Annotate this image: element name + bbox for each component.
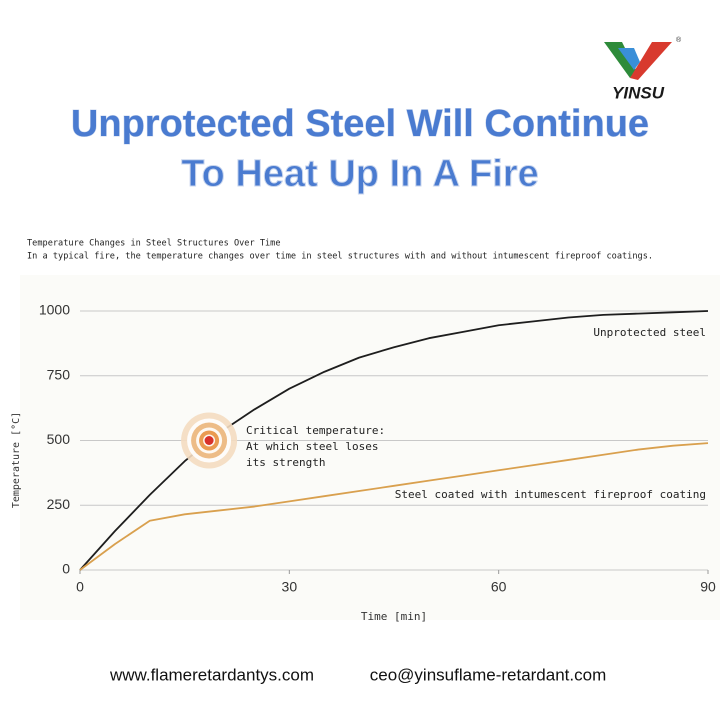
critical-label: At which steel loses xyxy=(246,440,378,453)
plot-background xyxy=(20,275,720,620)
y-tick-label: 250 xyxy=(47,496,71,512)
x-tick-label: 30 xyxy=(282,579,298,595)
footer-email: ceo@yinsuflame-retardant.com xyxy=(370,665,606,684)
critical-label: its strength xyxy=(246,456,325,469)
series-label: Steel coated with intumescent fireproof … xyxy=(395,488,706,501)
headline: Unprotected Steel Will Continue xyxy=(71,103,649,145)
x-axis-label: Time [min] xyxy=(361,610,427,623)
chart-title: Temperature Changes in Steel Structures … xyxy=(27,239,281,249)
critical-label: Critical temperature: xyxy=(246,424,385,437)
y-tick-label: 500 xyxy=(47,431,71,447)
y-tick-label: 750 xyxy=(47,366,71,382)
x-tick-label: 90 xyxy=(700,579,716,595)
logo-mid xyxy=(618,48,640,70)
logo-right xyxy=(630,42,672,80)
series-line xyxy=(79,310,709,571)
y-tick-label: 1000 xyxy=(39,302,70,318)
x-tick-label: 60 xyxy=(491,579,507,595)
logo: ® YINSU xyxy=(604,36,682,102)
x-tick-label: 0 xyxy=(76,579,84,595)
critical-point xyxy=(204,436,214,445)
plot: 0 250 500 750 1000 0 30 60 90 Unprotected steel St… xyxy=(39,302,716,595)
footer-website: www.flameretardantys.com xyxy=(109,665,314,684)
logo-left xyxy=(604,42,636,78)
y-tick-label: 0 xyxy=(62,561,70,577)
series-line xyxy=(79,442,709,571)
logo-text: YINSU xyxy=(612,83,665,102)
chart-subtitle: In a typical fire, the temperature chang… xyxy=(27,252,653,262)
y-axis-label: Temperature [°C] xyxy=(11,412,22,508)
logo-registered: ® xyxy=(676,36,682,44)
series-label: Unprotected steel xyxy=(593,326,706,339)
headline: To Heat Up In A Fire xyxy=(181,153,539,195)
